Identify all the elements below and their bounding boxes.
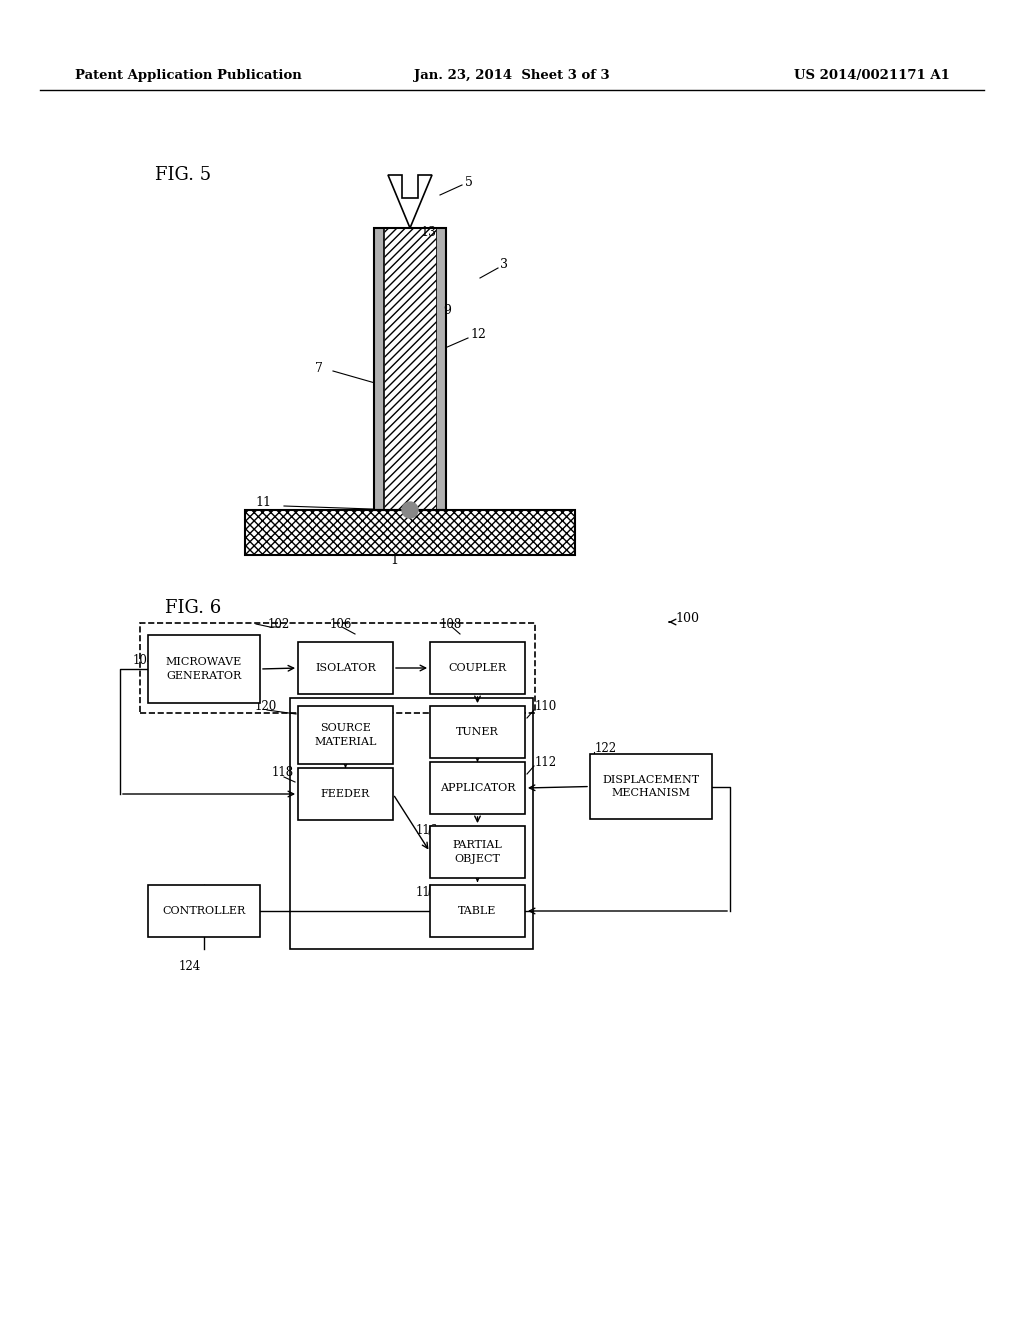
Text: TABLE: TABLE: [459, 906, 497, 916]
Bar: [590, 754, 712, 818]
Text: DISPLACEMENT
MECHANISM: DISPLACEMENT MECHANISM: [602, 775, 699, 799]
Text: 112: 112: [535, 755, 557, 768]
Bar: [140, 623, 535, 713]
Text: 118: 118: [272, 767, 294, 780]
Text: 104: 104: [133, 653, 156, 667]
Text: TUNER: TUNER: [456, 727, 499, 737]
Text: 106: 106: [330, 618, 352, 631]
Text: 108: 108: [440, 618, 462, 631]
Bar: [430, 706, 525, 758]
Text: APPLICATOR: APPLICATOR: [439, 783, 515, 793]
Bar: [148, 635, 260, 704]
Bar: [298, 642, 393, 694]
Bar: [298, 706, 393, 764]
Text: 1: 1: [390, 553, 398, 566]
Text: Patent Application Publication: Patent Application Publication: [75, 69, 302, 82]
Bar: [430, 884, 525, 937]
Text: Jan. 23, 2014  Sheet 3 of 3: Jan. 23, 2014 Sheet 3 of 3: [414, 69, 610, 82]
Text: CONTROLLER: CONTROLLER: [163, 906, 246, 916]
Text: 114: 114: [416, 886, 438, 899]
Text: 120: 120: [255, 700, 278, 713]
Text: FIG. 6: FIG. 6: [165, 599, 221, 616]
Bar: [245, 510, 575, 554]
Bar: [384, 228, 436, 510]
Bar: [430, 826, 525, 878]
Text: MICROWAVE
GENERATOR: MICROWAVE GENERATOR: [166, 657, 242, 681]
Text: ISOLATOR: ISOLATOR: [315, 663, 376, 673]
Text: 12: 12: [470, 329, 485, 342]
Text: FIG. 5: FIG. 5: [155, 166, 211, 183]
Text: PARTIAL
OBJECT: PARTIAL OBJECT: [453, 841, 503, 863]
Text: 110: 110: [535, 700, 557, 713]
Text: 11: 11: [255, 496, 271, 510]
Bar: [430, 642, 525, 694]
Text: US 2014/0021171 A1: US 2014/0021171 A1: [795, 69, 950, 82]
Text: 9: 9: [443, 304, 451, 317]
Bar: [374, 228, 384, 510]
Bar: [436, 228, 446, 510]
Text: FEEDER: FEEDER: [321, 789, 370, 799]
Text: 13: 13: [420, 226, 436, 239]
Polygon shape: [388, 176, 432, 228]
Text: 3: 3: [500, 259, 508, 272]
Text: COUPLER: COUPLER: [449, 663, 507, 673]
Bar: [430, 762, 525, 814]
Text: 5: 5: [465, 176, 473, 189]
Text: 7: 7: [315, 362, 323, 375]
Text: 124: 124: [179, 961, 202, 974]
Text: 102: 102: [268, 618, 290, 631]
Bar: [298, 768, 393, 820]
Text: SOURCE
MATERIAL: SOURCE MATERIAL: [314, 723, 377, 747]
Text: 116: 116: [416, 825, 438, 837]
Circle shape: [402, 502, 418, 517]
Bar: [290, 698, 534, 949]
Text: 100: 100: [675, 611, 699, 624]
Text: 122: 122: [595, 742, 617, 755]
Bar: [148, 884, 260, 937]
Bar: [374, 228, 446, 510]
